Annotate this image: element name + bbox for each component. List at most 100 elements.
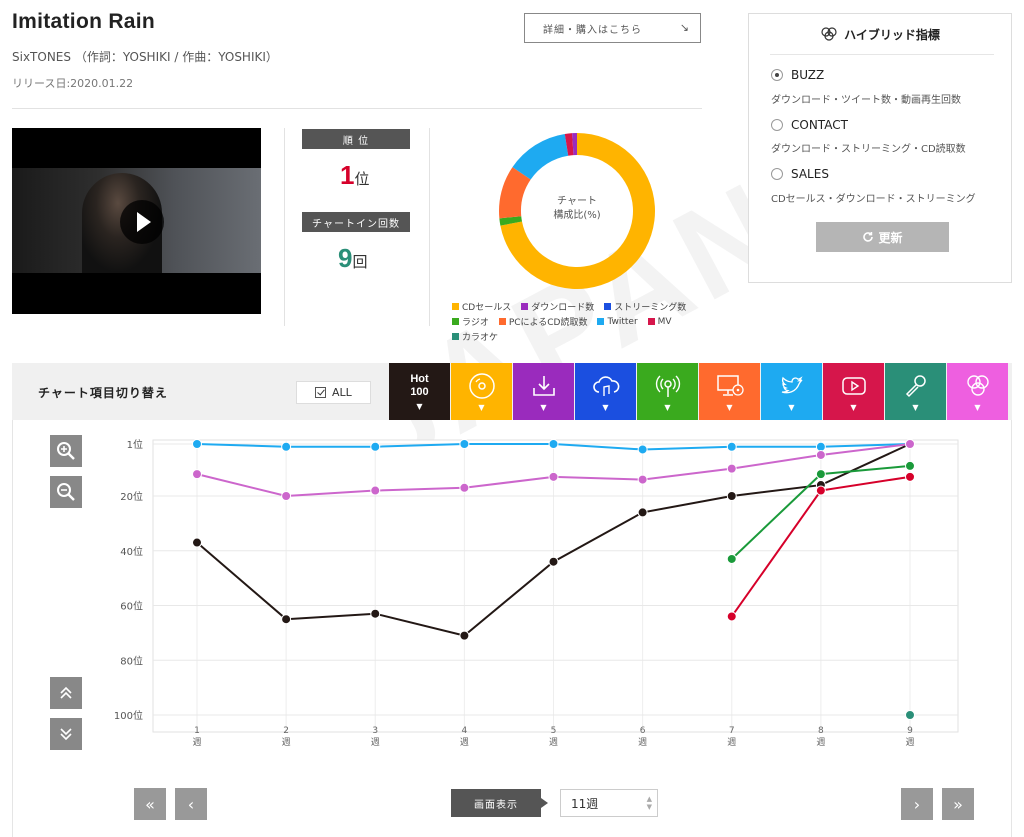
twitter-bird-icon (781, 375, 803, 393)
donut-slice (564, 133, 574, 156)
x-tick-unit-label: 週 (905, 737, 914, 748)
radio-button[interactable] (771, 119, 783, 131)
option-sales[interactable]: SALES (771, 167, 829, 181)
donut-center-label: チャート 構成比(%) (527, 195, 627, 223)
data-point (459, 482, 470, 493)
update-button[interactable]: 更新 (816, 222, 949, 252)
release-date: リリース日:2020.01.22 (12, 77, 134, 90)
legend-item: Twitter (597, 315, 638, 328)
legend-item: ストリーミング数 (604, 300, 686, 313)
weeks-select-value: 11週 (571, 796, 599, 811)
legend-swatch (498, 318, 506, 325)
spinner-arrows-icon[interactable]: ▲ ▼ (646, 795, 652, 811)
chevron-down-icon: ▼ (602, 402, 609, 412)
chevron-down-icon: ▼ (478, 402, 485, 412)
next-page-button[interactable]: › (901, 788, 933, 820)
song-title: Imitation Rain (12, 10, 156, 33)
play-icon[interactable] (120, 200, 164, 244)
chart-in-count-label: チャートイン回数 (302, 212, 410, 232)
radio-button[interactable] (771, 168, 783, 180)
tab-download[interactable]: ▼ (513, 363, 574, 420)
tab-twitter[interactable]: ▼ (761, 363, 822, 420)
data-point (726, 463, 737, 474)
music-video-player[interactable] (12, 128, 261, 314)
x-tick-label: 9 (907, 726, 913, 736)
data-point (726, 491, 737, 502)
tab-mv[interactable]: ▼ (823, 363, 884, 420)
data-point (905, 460, 915, 471)
legend-label: MV (657, 316, 672, 327)
composition-donut-chart (499, 133, 655, 289)
hybrid-panel-header: ハイブリッド指標 (749, 14, 1011, 54)
donut-center-line1: チャート (557, 196, 597, 207)
plot-background (152, 439, 959, 733)
donut-slice (512, 133, 569, 180)
data-point (637, 507, 648, 518)
cloud-music-icon (592, 375, 619, 396)
chart-area (12, 420, 1012, 837)
x-tick-unit-label: 週 (460, 737, 469, 748)
stats-divider-left (284, 128, 285, 326)
x-tick-label: 6 (640, 726, 646, 736)
y-tick-label: 20位 (120, 490, 143, 503)
donut-slice (499, 216, 522, 226)
tab-hot100-label: Hot 100 (410, 373, 428, 399)
legend-item: ダウンロード数 (521, 300, 594, 313)
donut-center-line2: 構成比(%) (553, 210, 601, 221)
x-tick-label: 2 (283, 726, 289, 736)
tab-hybrid[interactable]: ▼ (947, 363, 1008, 420)
option-buzz[interactable]: BUZZ (771, 68, 824, 82)
option-contact[interactable]: CONTACT (771, 118, 848, 132)
data-point (637, 474, 648, 485)
header-divider (12, 108, 702, 109)
details-purchase-button[interactable]: 詳細・購入はこちら ↘ (524, 13, 701, 43)
zoom-out-button[interactable] (50, 476, 82, 508)
first-page-button[interactable]: « (134, 788, 166, 820)
data-point (548, 439, 559, 449)
tab-radio[interactable]: ▼ (637, 363, 698, 420)
data-point (281, 614, 292, 625)
weeks-select[interactable]: 11週 ▲ ▼ (560, 789, 658, 817)
tab-streaming[interactable]: ▼ (575, 363, 636, 420)
data-point (370, 608, 381, 619)
x-tick-unit-label: 週 (192, 737, 201, 748)
data-point (192, 439, 202, 449)
tab-hot100[interactable]: Hot 100 ▼ (389, 363, 450, 420)
chevron-down-icon: ▼ (974, 402, 981, 412)
data-point (192, 469, 202, 480)
last-page-button[interactable]: » (942, 788, 974, 820)
data-point (726, 553, 737, 564)
chevron-down-icon: ▼ (788, 402, 795, 412)
tab-karaoke[interactable]: ▼ (885, 363, 946, 420)
chart-in-count-block: 9回 (338, 243, 367, 274)
all-checkbox[interactable]: ALL (296, 381, 371, 404)
pc-disc-icon (716, 374, 744, 396)
zoom-in-button[interactable] (50, 435, 82, 467)
data-point (459, 630, 470, 641)
option-sales-label: SALES (791, 167, 829, 181)
option-sales-desc: CDセールス・ダウンロード・ストリーミング (771, 194, 976, 205)
tab-pc-cd-read[interactable]: ▼ (699, 363, 760, 420)
prev-page-button[interactable]: ‹ (175, 788, 207, 820)
x-tick-unit-label: 週 (371, 737, 380, 748)
legend-item: ラジオ (452, 315, 489, 328)
data-point (905, 471, 915, 482)
x-tick-unit-label: 週 (727, 737, 736, 748)
scroll-down-button[interactable] (50, 718, 82, 750)
hybrid-index-panel: ハイブリッド指標 BUZZ ダウンロード・ツイート数・動画再生回数 CONTAC… (748, 13, 1012, 283)
video-play-icon (841, 376, 866, 395)
data-point (905, 710, 915, 720)
refresh-icon (863, 232, 874, 242)
tab-cd-sales[interactable]: ▼ (451, 363, 512, 420)
scroll-up-button[interactable] (50, 677, 82, 709)
rings-icon (821, 27, 837, 41)
checkbox-checked-icon[interactable] (315, 387, 326, 398)
radio-button[interactable] (771, 69, 783, 81)
y-tick-label: 80位 (120, 654, 143, 667)
data-point (905, 439, 915, 449)
y-tick-label: 60位 (120, 600, 143, 613)
legend-item: CDセールス (452, 300, 511, 313)
all-checkbox-label: ALL (332, 386, 352, 399)
y-tick-label: 1位 (127, 438, 143, 451)
legend-label: ストリーミング数 (614, 303, 687, 313)
